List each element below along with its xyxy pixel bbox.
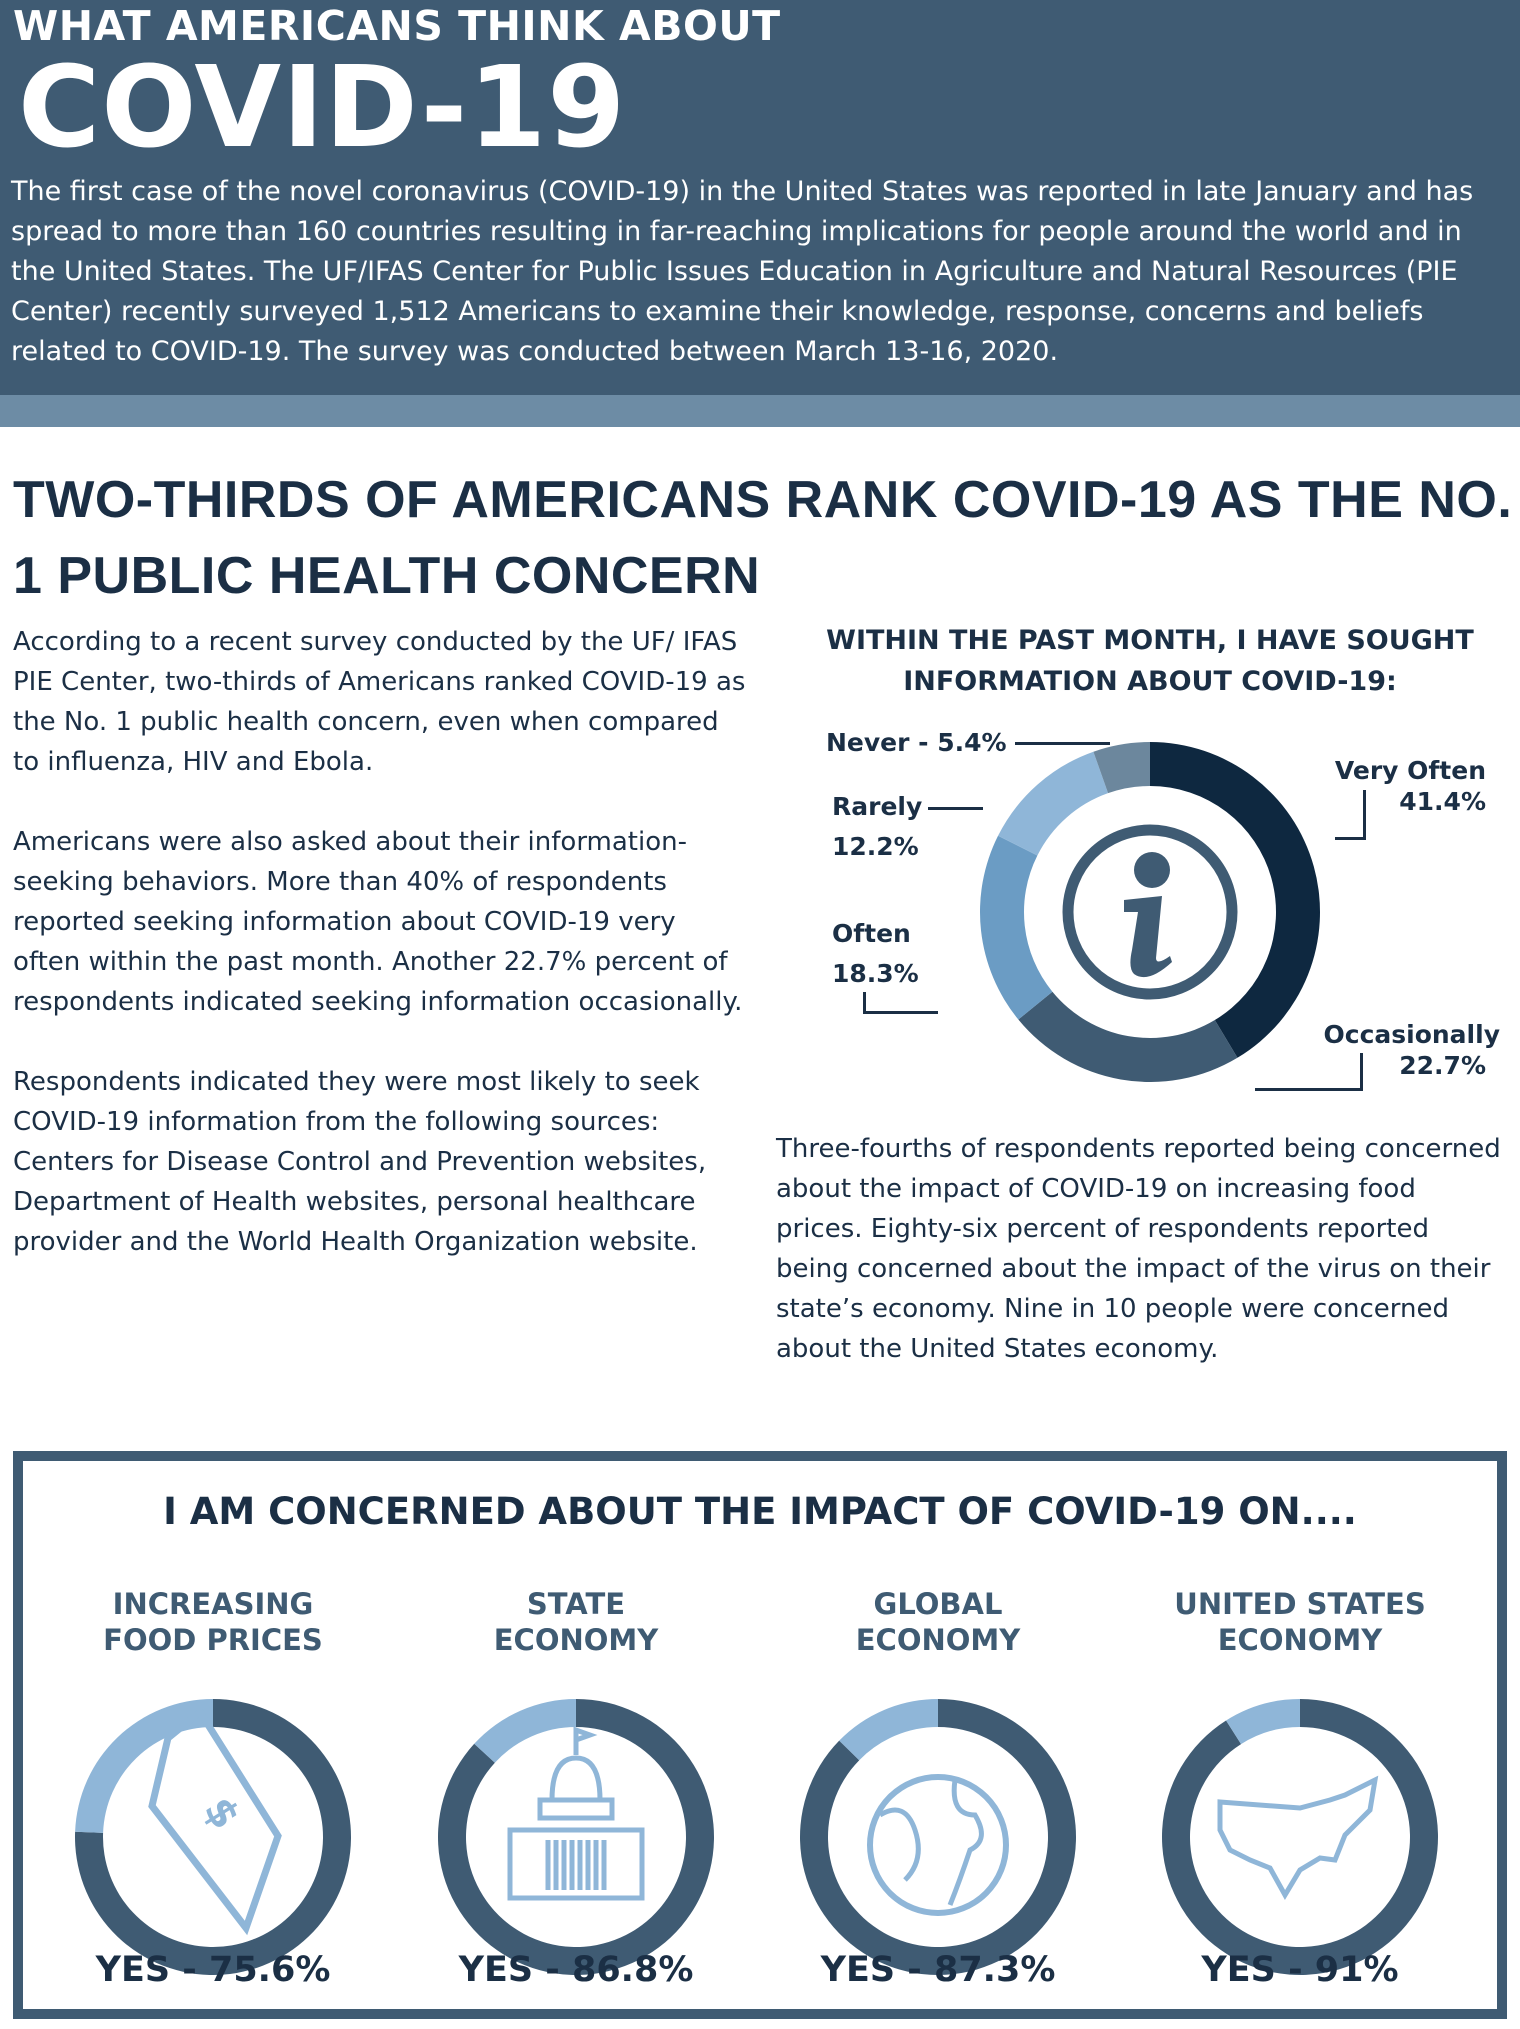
globe-continents	[878, 1779, 984, 1906]
leader-line	[1255, 1088, 1363, 1091]
globe-icon	[867, 1774, 1009, 1916]
label-never: Never - 5.4%	[826, 728, 1007, 757]
label-rarely: Rarely	[832, 792, 923, 821]
donut-slice-occasionally	[1018, 991, 1238, 1082]
capitol-icon	[573, 1726, 598, 1755]
value-occasionally: 22.7%	[1399, 1051, 1486, 1080]
info-icon-dot	[1134, 852, 1170, 888]
paragraph: Americans were also asked about their in…	[13, 827, 743, 1017]
leader-line	[1360, 1053, 1363, 1091]
leader-line	[1015, 742, 1110, 745]
intro-text: The first case of the novel coronavirus …	[11, 176, 1474, 367]
donut-slice-no	[839, 1699, 938, 1761]
donut-slice-often	[979, 835, 1053, 1020]
leader-line	[1335, 837, 1366, 840]
yes-label-food: YES - 75.6%	[95, 1950, 331, 1990]
yes-label-state: YES - 86.8%	[458, 1950, 694, 1990]
value-very-often: 41.4%	[1399, 787, 1486, 816]
header-banner	[0, 0, 1520, 395]
concern-label-state: STATE ECONOMY	[493, 1587, 659, 1657]
concern-panel	[13, 1451, 1507, 2019]
leader-line	[928, 807, 983, 810]
donut-slice-never	[1093, 742, 1150, 794]
info-icon	[1124, 896, 1172, 978]
value-rarely: 12.2%	[832, 832, 919, 861]
concern-label-global: GLOBAL ECONOMY	[855, 1587, 1021, 1657]
right-paragraph: Three-fourths of respondents reported be…	[776, 1134, 1501, 1364]
page-title: COVID-19	[18, 43, 627, 173]
donut-slice-no	[1226, 1699, 1300, 1745]
yes-label-us: YES - 91%	[1201, 1950, 1399, 1990]
yes-label-global: YES - 87.3%	[820, 1950, 1056, 1990]
price-tag-icon	[148, 1706, 282, 1936]
kicker: WHAT AMERICANS THINK ABOUT	[13, 2, 781, 50]
label-occasionally: Occasionally	[1323, 1020, 1501, 1049]
info-chart-title: WITHIN THE PAST MONTH, I HAVE SOUGHT INF…	[826, 625, 1474, 697]
concern-label-food: INCREASING FOOD PRICES	[103, 1587, 323, 1657]
leader-line	[863, 1011, 938, 1014]
concern-label-us: UNITED STATES ECONOMY	[1174, 1587, 1426, 1657]
label-often: Often	[832, 919, 911, 948]
label-very-often: Very Often	[1334, 756, 1486, 785]
left-column: According to a recent survey conducted b…	[13, 622, 748, 1302]
capitol-building	[507, 1827, 645, 1901]
donut-slice-no	[474, 1699, 576, 1763]
concern-title: I AM CONCERNED ABOUT THE IMPACT OF COVID…	[163, 1490, 1357, 1533]
section-heading: TWO-THIRDS OF AMERICANS RANK COVID-19 AS…	[13, 471, 1513, 605]
capitol-dome	[549, 1755, 603, 1803]
donut-slice-very-often	[1150, 742, 1320, 1058]
paragraph: Respondents indicated they were most lik…	[13, 1067, 707, 1257]
usa-map-icon	[1217, 1775, 1379, 1900]
leader-line	[1363, 790, 1366, 840]
info-icon-ring	[1062, 824, 1238, 1000]
header-stripe	[0, 395, 1520, 427]
leader-line	[863, 992, 866, 1014]
paragraph: According to a recent survey conducted b…	[13, 627, 746, 777]
value-often: 18.3%	[832, 959, 919, 988]
donut-slice-rarely	[998, 751, 1109, 856]
capitol-base	[537, 1797, 615, 1821]
